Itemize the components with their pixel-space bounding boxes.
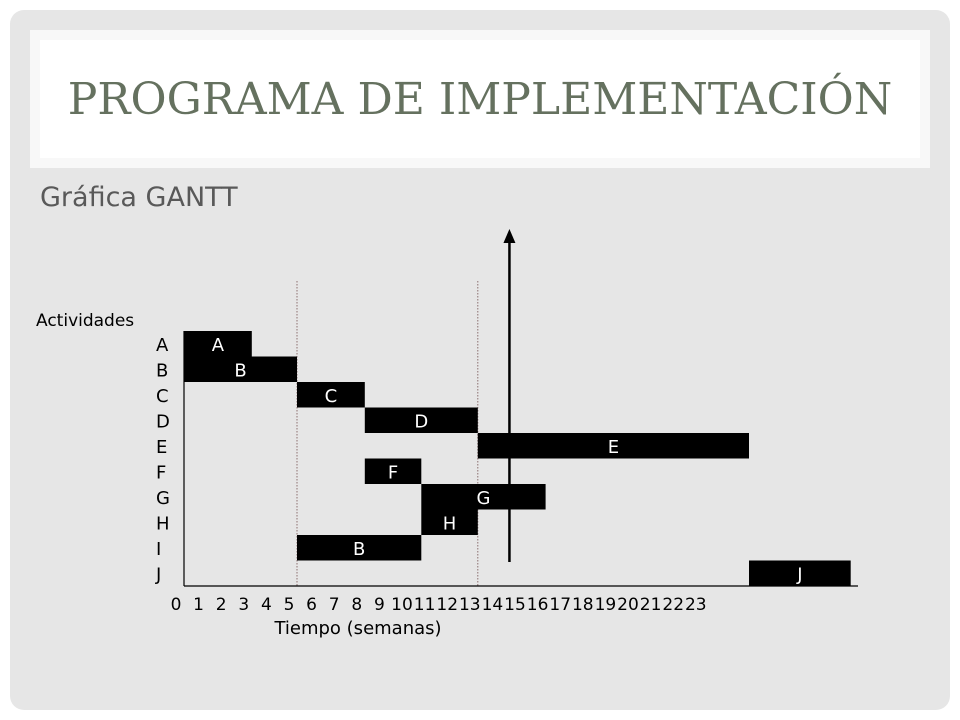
x-tick-label: 16 xyxy=(527,595,549,615)
x-tick-label: 14 xyxy=(482,595,504,615)
gantt-bar-label: A xyxy=(212,335,225,356)
x-tick-label: 5 xyxy=(284,595,295,615)
activity-label: G xyxy=(156,488,170,509)
x-tick-label: 6 xyxy=(306,595,317,615)
x-tick-label: 2 xyxy=(216,595,227,615)
x-tick-label: 23 xyxy=(685,595,707,615)
x-tick-label: 19 xyxy=(595,595,617,615)
gantt-bar xyxy=(297,382,365,408)
gantt-bar xyxy=(297,535,422,561)
activity-label: D xyxy=(156,411,170,432)
x-axis-label: Tiempo (semanas) xyxy=(273,618,441,639)
gantt-bar-label: F xyxy=(388,462,398,483)
activity-label: C xyxy=(156,386,169,407)
x-tick-label: 9 xyxy=(374,595,385,615)
x-tick-label: 21 xyxy=(640,595,662,615)
x-tick-label: 0 xyxy=(171,595,182,615)
title-box: PROGRAMA DE IMPLEMENTACIÓN xyxy=(30,30,930,168)
x-tick-label: 15 xyxy=(504,595,526,615)
x-tick-label: 12 xyxy=(436,595,458,615)
x-tick-label: 17 xyxy=(549,595,571,615)
x-tick-label: 22 xyxy=(662,595,684,615)
x-tick-label: 7 xyxy=(329,595,340,615)
x-tick-label: 20 xyxy=(617,595,639,615)
gantt-bar-label: H xyxy=(443,513,457,534)
gantt-bar-label: B xyxy=(353,539,365,560)
gantt-bar-label: D xyxy=(414,411,428,432)
gantt-bar xyxy=(421,484,546,510)
gantt-bar xyxy=(364,458,422,484)
x-tick-label: 1 xyxy=(193,595,204,615)
x-tick-label: 10 xyxy=(391,595,413,615)
activity-label: E xyxy=(156,437,167,458)
gantt-bar-label: C xyxy=(325,386,338,407)
x-tick-label: 11 xyxy=(414,595,436,615)
gantt-bar xyxy=(184,356,297,382)
gantt-bar-label: B xyxy=(234,360,246,381)
x-tick-label: 18 xyxy=(572,595,594,615)
gantt-bar-label: J xyxy=(796,564,802,585)
gantt-bar xyxy=(421,509,478,535)
activity-label: B xyxy=(156,360,168,381)
title-inner: PROGRAMA DE IMPLEMENTACIÓN xyxy=(40,40,920,158)
x-tick-label: 3 xyxy=(238,595,249,615)
slide-subtitle: Gráfica GANTT xyxy=(40,182,238,213)
x-tick-label: 8 xyxy=(351,595,362,615)
gantt-bar xyxy=(477,433,749,459)
gantt-bar xyxy=(364,407,478,433)
x-tick-label: 13 xyxy=(459,595,481,615)
activity-label: I xyxy=(156,539,161,560)
activity-label: H xyxy=(156,513,170,534)
slide-title: PROGRAMA DE IMPLEMENTACIÓN xyxy=(67,73,893,125)
gantt-bar-label: E xyxy=(608,437,619,458)
activity-label: A xyxy=(156,335,169,356)
gantt-bar xyxy=(749,560,851,586)
gantt-bar xyxy=(184,331,252,357)
activity-label: J xyxy=(155,564,161,585)
current-time-arrow-head xyxy=(503,229,516,243)
gantt-bar-label: G xyxy=(476,488,490,509)
activity-label: F xyxy=(156,462,166,483)
y-axis-label: Actividades xyxy=(36,311,134,331)
x-tick-label: 4 xyxy=(261,595,272,615)
